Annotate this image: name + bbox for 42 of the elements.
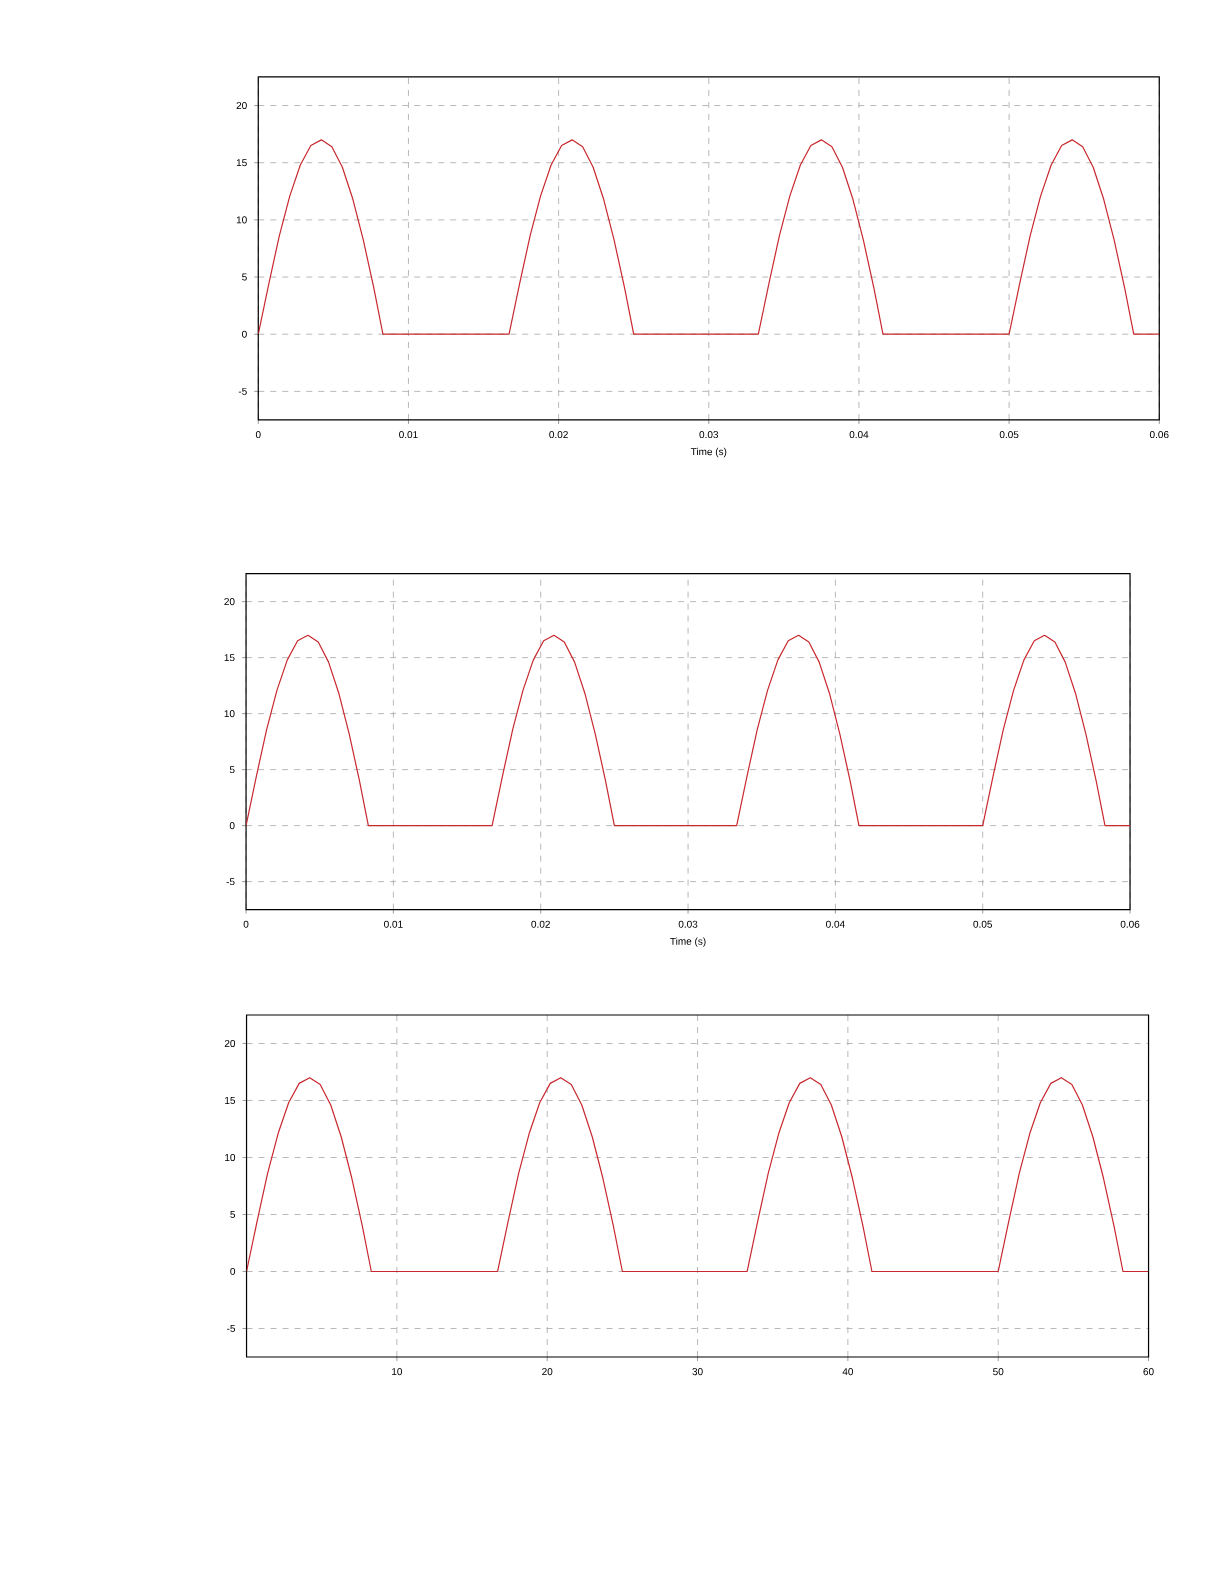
y-tick-label: 20 [236, 101, 247, 110]
x-tick-label: 0.03 [678, 920, 698, 928]
x-tick-label: 0.05 [973, 920, 993, 928]
y-tick-label: 15 [236, 159, 247, 167]
x-tick-label: 0.03 [699, 431, 719, 439]
y-tick-label: 5 [242, 273, 247, 281]
x-tick-label: 0.02 [531, 920, 550, 928]
x-axis-title: Time (s) [690, 447, 727, 458]
x-tick-label: 50 [993, 1368, 1004, 1376]
x-tick-label: 30 [692, 1368, 703, 1376]
x-tick-label: 0 [255, 431, 261, 439]
y-tick-label: -5 [227, 1325, 236, 1332]
line-series [246, 1077, 1149, 1273]
line-series [246, 634, 1131, 827]
x-tick-label: 20 [542, 1368, 553, 1376]
x-tick-label: 0.01 [399, 431, 418, 439]
y-tick-label: 15 [224, 654, 235, 662]
x-tick-label: 0.04 [826, 920, 845, 928]
x-axis-title: Time (s) [670, 937, 706, 947]
x-tick-label: 0.01 [384, 920, 403, 928]
y-tick-label: 15 [225, 1097, 236, 1104]
y-tick-label: 20 [224, 598, 235, 606]
x-tick-label: 0.06 [1149, 431, 1169, 439]
x-tick-label: 10 [392, 1368, 403, 1376]
y-tick-label: -5 [238, 387, 247, 395]
y-tick-label: 0 [242, 330, 247, 338]
x-tick-label: 0.02 [549, 431, 568, 439]
y-tick-label: 10 [225, 1153, 236, 1162]
x-tick-label: 0.04 [849, 431, 869, 439]
y-tick-label: 0 [229, 822, 235, 830]
x-tick-label: 0.05 [999, 431, 1019, 439]
x-tick-label: 40 [842, 1368, 854, 1376]
x-tick-label: 60 [1143, 1368, 1154, 1376]
y-tick-label: 0 [230, 1267, 236, 1276]
y-tick-label: -5 [226, 878, 235, 886]
line-series [258, 139, 1160, 335]
y-tick-label: 5 [229, 766, 235, 774]
y-tick-label: 20 [224, 1039, 236, 1048]
y-tick-label: 10 [236, 216, 247, 224]
x-tick-label: 0.06 [1120, 920, 1140, 928]
y-tick-label: 5 [230, 1211, 236, 1218]
y-tick-label: 10 [224, 710, 235, 718]
